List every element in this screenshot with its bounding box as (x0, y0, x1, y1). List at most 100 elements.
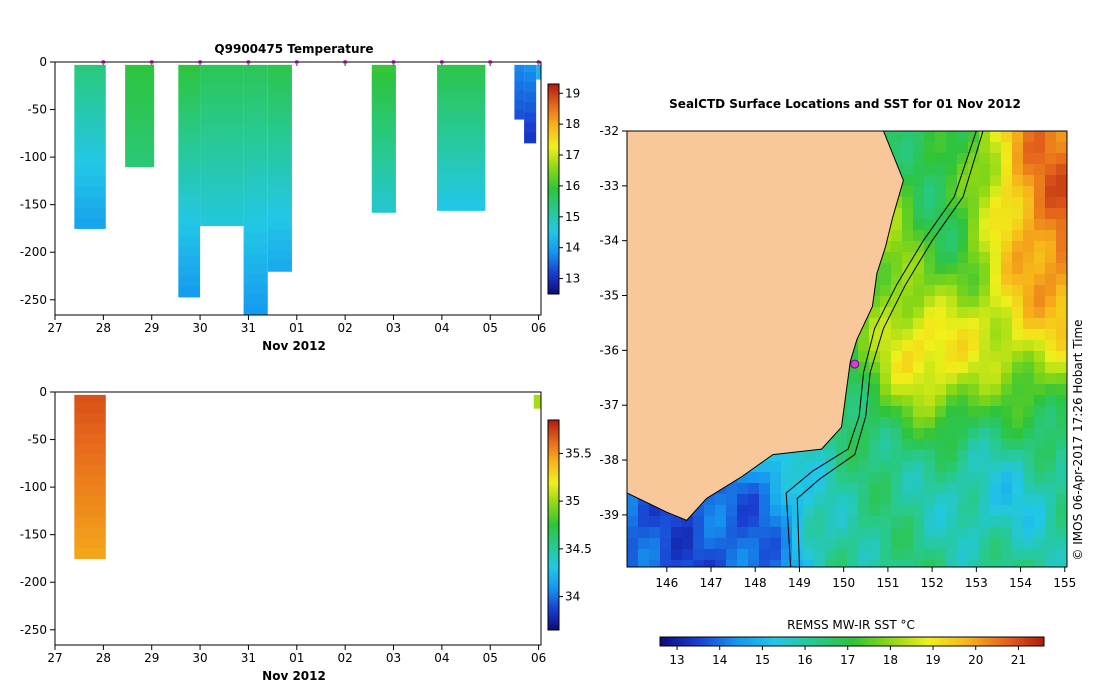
temperature-profile-cell (200, 154, 244, 165)
sst-cell (847, 439, 859, 451)
sst-cell (847, 384, 859, 396)
temperature-profile-cell (74, 166, 106, 177)
sst-cell (1056, 186, 1067, 198)
sst-cell (1056, 516, 1067, 528)
temperature-plot-frame (54, 61, 542, 316)
sst-cell (1056, 285, 1067, 297)
temperature-profile-cell (243, 264, 268, 276)
sst-cell (957, 351, 969, 363)
sst-cell (1056, 439, 1067, 451)
sst-cell (957, 131, 969, 143)
sst-cell (1034, 527, 1046, 539)
sst-cell (902, 186, 914, 198)
sst-cell (1023, 252, 1035, 264)
sst-cell (1023, 505, 1035, 517)
temperature-colorbar-tick-label: 15 (565, 210, 580, 224)
temperature-profile-cell (200, 82, 244, 94)
sst-cell (891, 428, 903, 440)
sst-cell (1045, 362, 1057, 374)
temperature-y-tick-label: -150 (20, 198, 47, 212)
sst-cell (968, 285, 980, 297)
sst-cell (836, 516, 848, 528)
sst-cell (891, 340, 903, 352)
map-title: SealCTD Surface Locations and SST for 01… (669, 97, 1021, 111)
sst-cell (968, 549, 980, 561)
salinity-profile-cell (74, 485, 106, 497)
sst-cell (726, 505, 738, 517)
sst-cell (924, 153, 936, 165)
sst-cell (902, 164, 914, 176)
sst-cell (968, 241, 980, 253)
sst-cell (781, 560, 793, 567)
sst-cell (869, 439, 881, 451)
sst-cell (1056, 472, 1067, 484)
sst-cell (1001, 186, 1013, 198)
sst-cell (957, 384, 969, 396)
temperature-profile-cell (200, 174, 244, 186)
sst-cell (737, 483, 749, 495)
sst-cell (979, 175, 991, 187)
sst-cell (1012, 417, 1024, 429)
sst-cell (1023, 428, 1035, 440)
sst-cell (902, 197, 914, 209)
sst-colorbar-label: REMSS MW-IR SST °C (787, 618, 915, 632)
sst-cell (627, 494, 639, 506)
sst-cell (715, 560, 727, 567)
sst-cell (968, 274, 980, 286)
sst-cell (913, 230, 925, 242)
sst-cell (990, 175, 1002, 187)
sst-cell (1001, 373, 1013, 385)
sst-cell (946, 274, 958, 286)
sst-cell (1001, 340, 1013, 352)
sst-cell (924, 483, 936, 495)
sst-cell (1023, 494, 1035, 506)
sst-cell (957, 329, 969, 341)
sst-cell (1012, 428, 1024, 440)
temperature-profile-cell (524, 132, 537, 144)
sst-cell (682, 527, 694, 539)
sst-cell (968, 472, 980, 484)
sst-cell (957, 428, 969, 440)
temperature-colorbar-tick-label: 18 (565, 117, 580, 131)
sst-cell (682, 516, 694, 528)
sst-cell (913, 373, 925, 385)
sst-cell (1034, 494, 1046, 506)
sst-cell (891, 329, 903, 341)
sst-cell (748, 472, 760, 484)
sst-cell (946, 340, 958, 352)
temperature-profile-cell (267, 218, 292, 230)
sst-cell (836, 549, 848, 561)
sst-cell (979, 527, 991, 539)
sst-cell (913, 516, 925, 528)
temperature-x-tick-label: 02 (338, 321, 353, 335)
sst-cell (1045, 483, 1057, 495)
temperature-profile-cell (243, 112, 268, 124)
temperature-profile-cell (524, 112, 537, 124)
sst-cell (913, 208, 925, 220)
sst-cell (946, 186, 958, 198)
sst-cell (704, 538, 716, 550)
sst-cell (803, 461, 815, 473)
sst-cell (1034, 505, 1046, 517)
sst-cell (902, 450, 914, 462)
sst-cell (935, 516, 947, 528)
temperature-profile-cell (74, 64, 106, 73)
temperature-profile-cell (371, 152, 396, 163)
sst-cell (990, 307, 1002, 319)
sst-cell (1001, 395, 1013, 407)
sst-cell (957, 219, 969, 231)
sst-cell (1056, 461, 1067, 473)
sst-cell (869, 307, 881, 319)
sst-cell (924, 230, 936, 242)
sst-cell (869, 494, 881, 506)
sst-cell (1045, 461, 1057, 473)
sst-cell (935, 373, 947, 385)
sst-cell (858, 329, 870, 341)
sst-cell (748, 538, 760, 550)
temperature-profile-cell (371, 172, 396, 183)
sst-cell (858, 373, 870, 385)
sst-cell (1023, 538, 1035, 550)
sst-cell (935, 296, 947, 308)
sst-cell (704, 516, 716, 528)
sst-cell (957, 175, 969, 187)
